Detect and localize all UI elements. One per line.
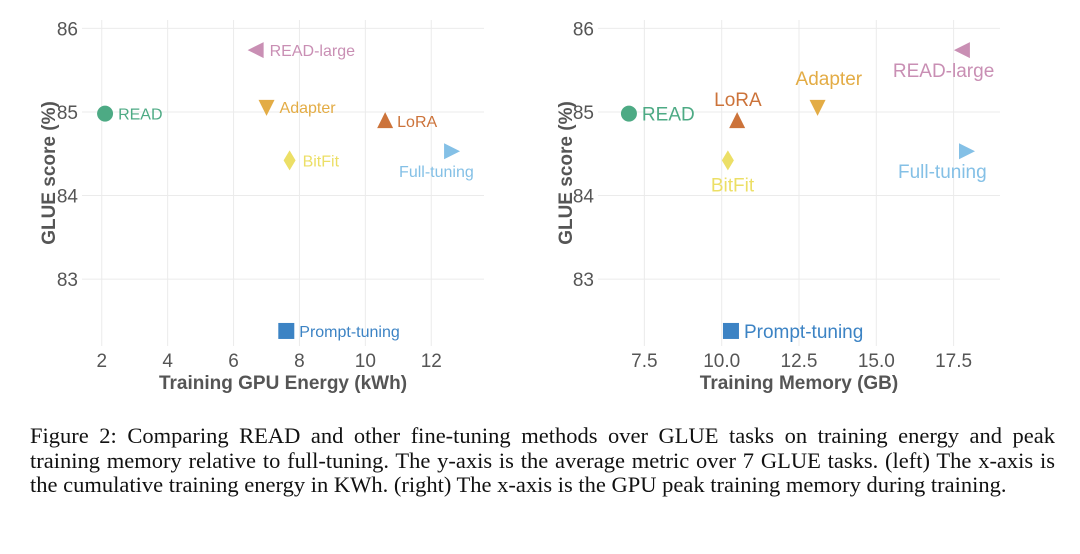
left-point-lora: [377, 112, 394, 129]
right-point-bitfit: [721, 150, 734, 171]
left-x-axis-label: Training GPU Energy (kWh): [159, 373, 407, 394]
left-point-read: [97, 105, 114, 122]
right-x-tick-label: 7.5: [631, 351, 657, 372]
left-x-tick-label: 2: [96, 351, 107, 372]
left-y-tick-label: 86: [57, 19, 78, 40]
right-point-full-tuning: [958, 143, 975, 160]
right-point-read: [620, 105, 637, 122]
left-x-tick-label: 4: [162, 351, 173, 372]
left-x-tick-label: 10: [355, 351, 376, 372]
right-point-label-prompt-tuning: Prompt-tuning: [744, 322, 863, 343]
left-x-tick-label: 12: [421, 351, 442, 372]
left-point-label-lora: LoRA: [397, 114, 437, 131]
right-x-axis-label: Training Memory (GB): [700, 373, 898, 394]
right-point-label-bitfit: BitFit: [711, 175, 755, 196]
left-panel: 83 84 85 86 2 4 6 8 10 12 Training GPU Energy (kWh…: [39, 19, 484, 394]
left-point-adapter: [258, 99, 275, 116]
left-x-tick-label: 8: [294, 351, 305, 372]
right-point-label-adapter: Adapter: [796, 69, 863, 90]
left-y-tick-label: 83: [57, 270, 78, 291]
right-point-adapter: [809, 99, 826, 116]
right-y-tick-label: 85: [573, 103, 594, 124]
right-point-read-large: [953, 42, 970, 59]
left-point-bitfit: [283, 150, 296, 171]
left-point-label-read: READ: [118, 107, 162, 124]
right-y-axis-label: GLUE score (%): [556, 101, 577, 245]
figure-panels: 83 84 85 86 2 4 6 8 10 12 Training GPU Energy (kWh…: [39, 19, 1000, 394]
left-point-label-prompt-tuning: Prompt-tuning: [299, 324, 400, 341]
left-point-label-bitfit: BitFit: [303, 153, 340, 170]
left-y-tick-label: 84: [57, 187, 79, 208]
right-point-prompt-tuning: [722, 322, 739, 339]
right-point-label-full-tuning: Full-tuning: [898, 162, 987, 183]
right-point-lora: [729, 112, 746, 129]
right-y-tick-label: 83: [573, 270, 594, 291]
right-point-label-lora: LoRA: [714, 90, 762, 111]
right-panel: 83 84 85 86 7.5 10.0 12.5 15.0 17.5 Training Memo…: [556, 19, 1000, 394]
right-point-label-read: READ: [642, 105, 695, 126]
left-point-label-read-large: READ-large: [270, 43, 355, 60]
right-y-tick-label: 86: [573, 19, 594, 40]
right-point-label-read-large: READ-large: [893, 61, 994, 82]
right-x-tick-label: 12.5: [781, 351, 818, 372]
left-y-axis-label: GLUE score (%): [39, 101, 60, 245]
left-point-label-adapter: Adapter: [280, 100, 337, 117]
right-y-tick-label: 84: [573, 187, 595, 208]
figure-caption: Figure 2: Comparing READ and other fine-…: [30, 423, 1055, 497]
right-x-tick-label: 10.0: [703, 351, 740, 372]
left-point-prompt-tuning: [278, 322, 295, 339]
left-x-tick-label: 6: [228, 351, 239, 372]
left-point-label-full-tuning: Full-tuning: [399, 164, 474, 181]
left-point-full-tuning: [444, 143, 461, 160]
left-y-tick-label: 85: [57, 103, 78, 124]
left-point-read-large: [247, 42, 264, 59]
right-x-tick-label: 15.0: [858, 351, 895, 372]
right-x-tick-label: 17.5: [935, 351, 972, 372]
